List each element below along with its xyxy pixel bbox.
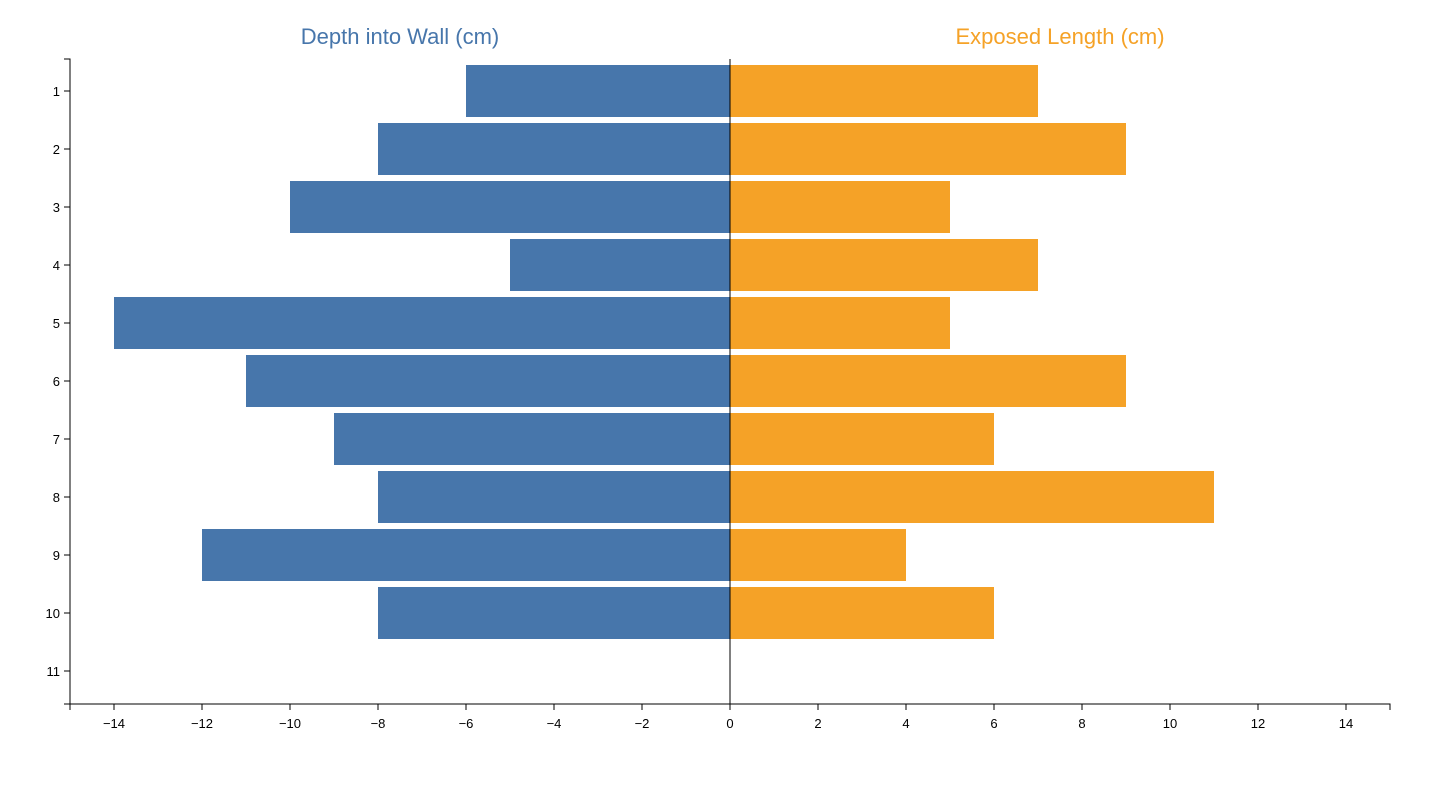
x-tick-label-4: 4 <box>902 716 909 731</box>
bar-exposed-3 <box>730 181 950 233</box>
x-tick-label--10: −10 <box>279 716 301 731</box>
bar-exposed-1 <box>730 65 1038 117</box>
bar-depth-9 <box>202 529 730 581</box>
x-tick-label--12: −12 <box>191 716 213 731</box>
bar-depth-4 <box>510 239 730 291</box>
y-tick-label-1: 1 <box>53 84 60 99</box>
y-tick-label-4: 4 <box>53 258 60 273</box>
bar-depth-7 <box>334 413 730 465</box>
x-tick-label-0: 0 <box>726 716 733 731</box>
x-tick-label--2: −2 <box>635 716 650 731</box>
bar-exposed-6 <box>730 355 1126 407</box>
bar-depth-3 <box>290 181 730 233</box>
y-tick-label-10: 10 <box>46 606 60 621</box>
x-tick-label--14: −14 <box>103 716 125 731</box>
y-tick-label-11: 11 <box>47 664 61 679</box>
bar-exposed-8 <box>730 471 1214 523</box>
y-tick-label-9: 9 <box>53 548 60 563</box>
y-tick-label-5: 5 <box>53 316 60 331</box>
x-tick-label-12: 12 <box>1251 716 1265 731</box>
bar-exposed-2 <box>730 123 1126 175</box>
x-tick-label-10: 10 <box>1163 716 1177 731</box>
bar-depth-1 <box>466 65 730 117</box>
x-tick-label-8: 8 <box>1078 716 1085 731</box>
x-tick-label--4: −4 <box>547 716 562 731</box>
bar-exposed-9 <box>730 529 906 581</box>
bar-depth-10 <box>378 587 730 639</box>
y-tick-label-8: 8 <box>53 490 60 505</box>
bars-layer <box>114 65 1214 639</box>
bar-depth-8 <box>378 471 730 523</box>
y-tick-label-2: 2 <box>53 142 60 157</box>
x-tick-label-2: 2 <box>814 716 821 731</box>
bar-exposed-10 <box>730 587 994 639</box>
bar-depth-6 <box>246 355 730 407</box>
x-tick-label-6: 6 <box>990 716 997 731</box>
bar-exposed-5 <box>730 297 950 349</box>
bar-exposed-7 <box>730 413 994 465</box>
x-tick-label--8: −8 <box>371 716 386 731</box>
series-title-depth: Depth into Wall (cm) <box>301 24 499 49</box>
bar-depth-5 <box>114 297 730 349</box>
y-tick-label-3: 3 <box>53 200 60 215</box>
x-tick-label-14: 14 <box>1339 716 1353 731</box>
y-tick-label-7: 7 <box>53 432 60 447</box>
y-tick-label-6: 6 <box>53 374 60 389</box>
bar-depth-2 <box>378 123 730 175</box>
x-tick-label--6: −6 <box>459 716 474 731</box>
bar-exposed-4 <box>730 239 1038 291</box>
series-title-exposed: Exposed Length (cm) <box>955 24 1164 49</box>
